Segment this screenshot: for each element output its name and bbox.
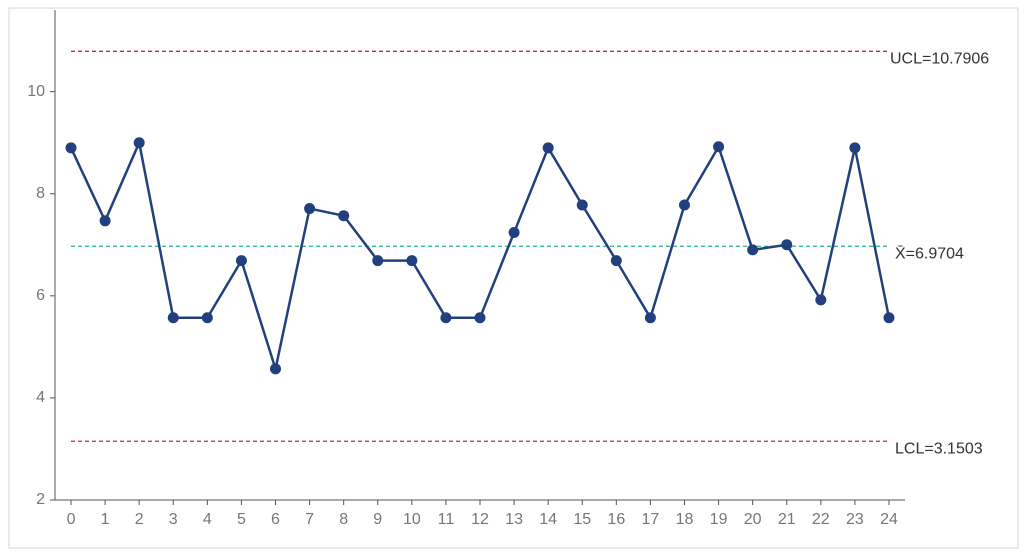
point [133,137,145,149]
x-tick-label: 4 [203,511,212,528]
y-tick-label: 2 [36,491,45,508]
x-tick-label: 2 [135,511,144,528]
x-tick-label: 17 [642,511,660,528]
control-label: UCL=10.7906 [890,51,989,68]
x-tick-label: 20 [744,511,762,528]
control-label: X̄=6.9704 [895,245,964,262]
point [883,312,895,324]
y-tick-label: 8 [36,185,45,202]
point [270,363,282,375]
point [406,255,418,267]
frame [8,7,1019,549]
x-tick-label: 9 [373,511,382,528]
point [542,142,554,154]
point [678,199,690,211]
point [201,312,213,324]
point [713,141,725,153]
point [338,210,350,222]
point [508,227,520,239]
x-tick-label: 14 [539,511,557,528]
x-tick-label: 12 [471,511,489,528]
point [644,312,656,324]
x-tick-label: 15 [573,511,591,528]
point [235,255,247,267]
x-tick-label: 5 [237,511,246,528]
x-tick-label: 18 [676,511,694,528]
x-tick-label: 21 [778,511,796,528]
point [815,294,827,306]
point [99,215,111,227]
point [781,239,793,251]
x-tick-label: 16 [607,511,625,528]
x-tick-label: 6 [271,511,280,528]
point [167,312,179,324]
point [304,203,316,215]
point [747,244,759,256]
y-tick-label: 4 [36,389,45,406]
x-tick-label: 7 [305,511,314,528]
x-tick-label: 1 [101,511,110,528]
point [474,312,486,324]
point [849,142,861,154]
point [576,199,588,211]
point [65,142,77,154]
x-tick-label: 19 [710,511,728,528]
x-tick-label: 10 [403,511,421,528]
control-label: LCL=3.1503 [895,441,983,458]
x-tick-label: 24 [880,511,898,528]
y-tick-label: 6 [36,287,45,304]
x-tick-label: 13 [505,511,523,528]
x-tick-label: 23 [846,511,864,528]
x-tick-label: 22 [812,511,830,528]
y-tick-label: 10 [27,83,45,100]
x-tick-label: 0 [67,511,76,528]
point [610,255,622,267]
x-tick-label: 8 [339,511,348,528]
point [440,312,452,324]
x-tick-label: 3 [169,511,178,528]
x-tick-label: 11 [438,511,455,528]
point [372,255,384,267]
